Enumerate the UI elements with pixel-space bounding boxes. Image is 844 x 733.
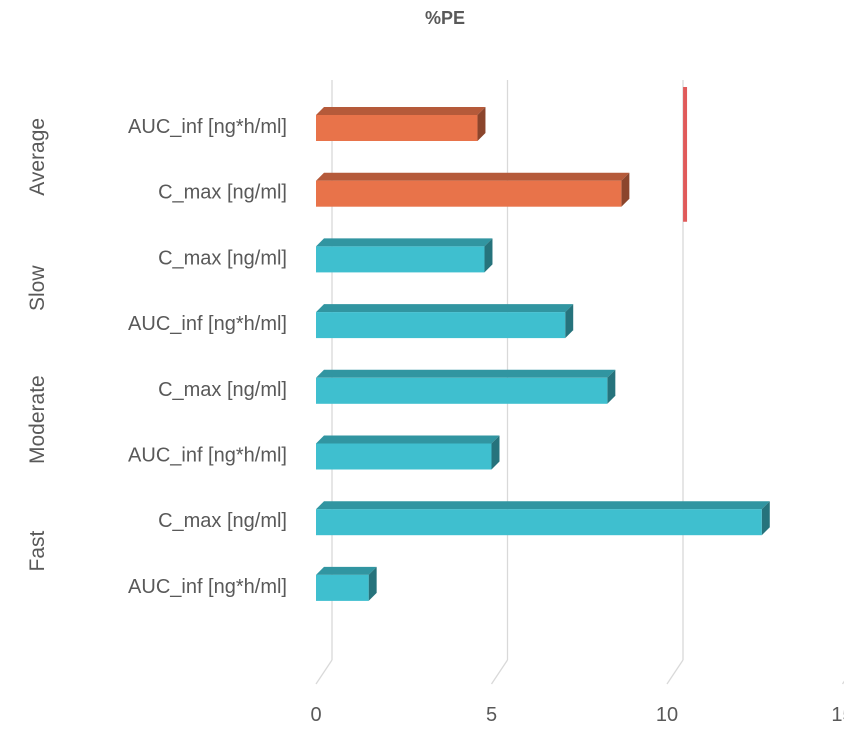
category-label: C_max [ng/ml] <box>158 182 287 204</box>
category-label: AUC_inf [ng*h/ml] <box>128 445 287 467</box>
group-label: Average <box>26 118 49 196</box>
bar-top <box>316 370 615 378</box>
category-label: AUC_inf [ng*h/ml] <box>128 576 287 598</box>
category-label: C_max [ng/ml] <box>158 247 287 269</box>
bar-top <box>316 238 492 246</box>
gridline <box>492 660 508 684</box>
gridline <box>667 660 683 684</box>
bar <box>316 575 369 601</box>
bar <box>316 312 565 338</box>
group-label: Moderate <box>26 375 49 464</box>
bar <box>316 181 621 207</box>
bar <box>316 444 492 470</box>
x-tick-label: 5 <box>486 704 497 726</box>
group-label: Fast <box>26 530 49 571</box>
gridline <box>316 660 332 684</box>
bar <box>316 378 607 404</box>
category-label: C_max [ng/ml] <box>158 379 287 401</box>
bar <box>316 509 762 535</box>
category-label: AUC_inf [ng*h/ml] <box>128 313 287 335</box>
bar-top <box>316 501 770 509</box>
x-tick-label: 15 <box>831 704 844 726</box>
bar <box>316 246 484 272</box>
bar-top <box>316 173 629 181</box>
category-label: AUC_inf [ng*h/ml] <box>128 116 287 138</box>
bar-top <box>316 107 485 115</box>
x-tick-label: 0 <box>310 704 321 726</box>
group-label: Slow <box>26 265 49 311</box>
bar-top <box>316 567 377 575</box>
x-tick-label: 10 <box>656 704 678 726</box>
category-label: C_max [ng/ml] <box>158 510 287 532</box>
bar-top <box>316 436 500 444</box>
bar-top <box>316 304 573 312</box>
bar <box>316 115 477 141</box>
chart-title: %PE <box>0 8 844 29</box>
